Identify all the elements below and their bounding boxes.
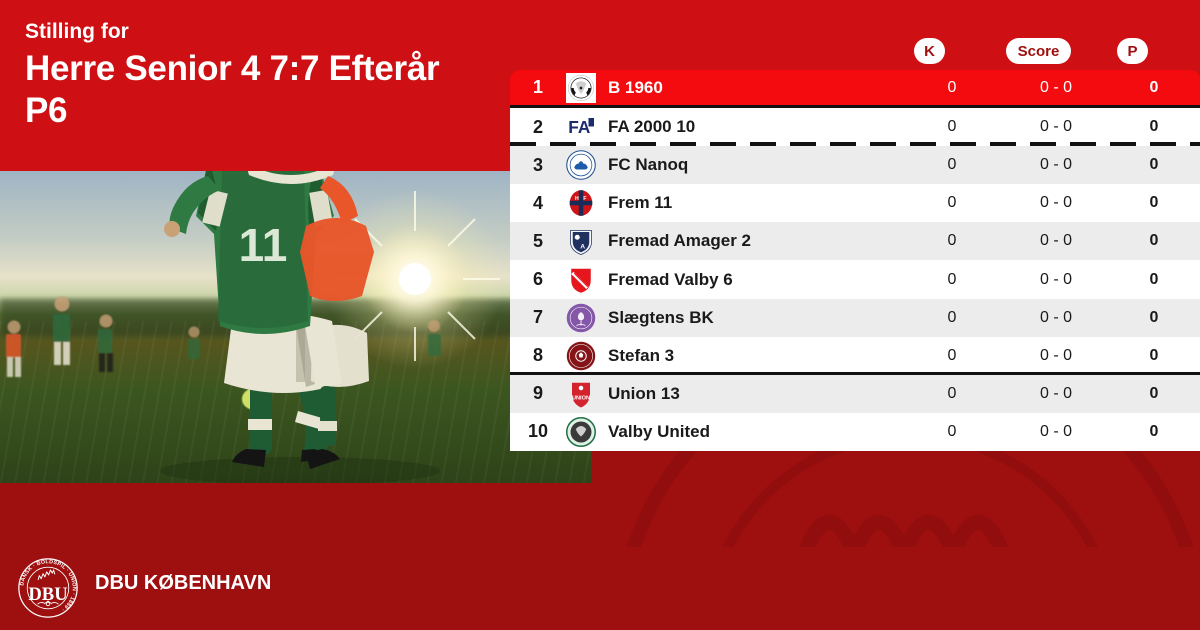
svg-text:DBU: DBU — [28, 584, 67, 605]
svg-text:11: 11 — [239, 219, 288, 271]
svg-text:FA: FA — [568, 117, 590, 137]
svg-text:H: H — [575, 196, 579, 202]
svg-text:UNION: UNION — [572, 395, 590, 401]
svg-text:A: A — [580, 244, 585, 251]
